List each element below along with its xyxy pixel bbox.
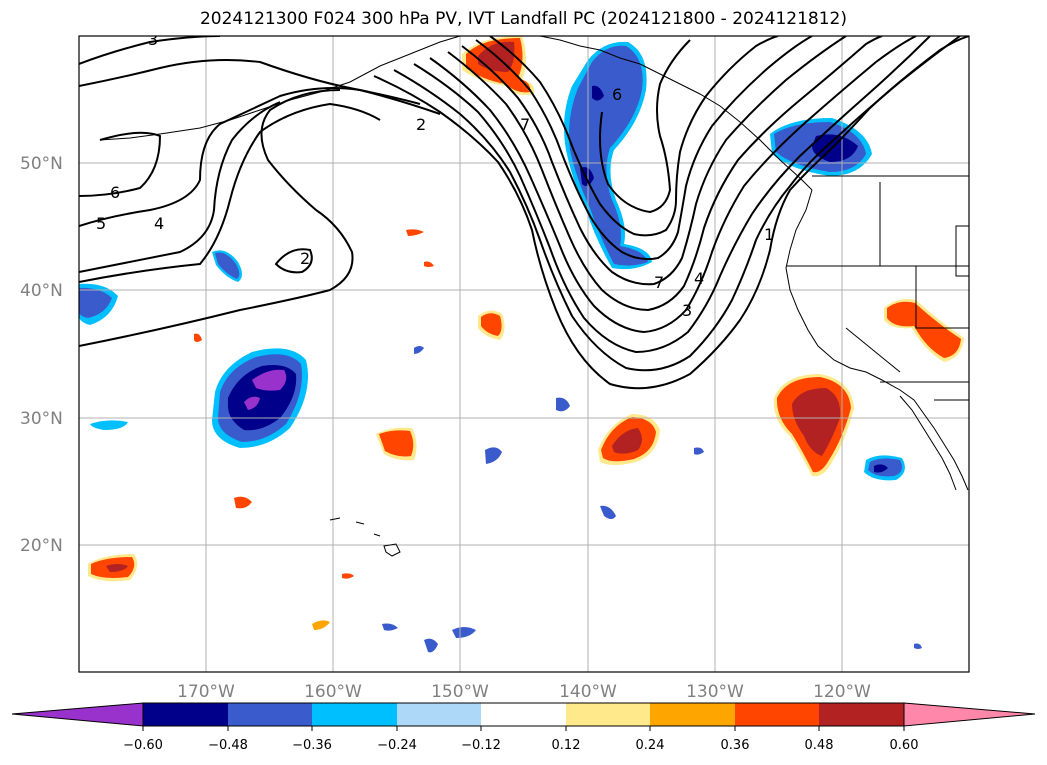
positive-anomaly-blob — [312, 620, 330, 630]
colorbar-segment — [481, 703, 566, 726]
colorbar-segment — [819, 703, 904, 726]
negative-anomaly-blob — [914, 643, 922, 649]
positive-anomaly-blob — [481, 313, 502, 336]
colorbar-frame — [142, 702, 905, 727]
colorbar-tick-label: −0.24 — [377, 738, 417, 753]
positive-anomaly-blob — [612, 428, 642, 454]
negative-anomaly-blob — [556, 397, 570, 412]
contour-label: 2 — [300, 249, 310, 268]
colorbar-tick-label: 0.48 — [805, 738, 834, 753]
colorbar-tick-label: 0.36 — [721, 738, 750, 753]
contour-label: 1 — [764, 225, 774, 244]
positive-anomaly-blob — [887, 301, 961, 358]
coastlines — [99, 36, 969, 557]
lon-label: 160°W — [304, 682, 362, 702]
negative-anomaly-blob — [874, 464, 888, 473]
lon-label: 130°W — [686, 682, 744, 702]
positive-anomaly-blob — [342, 573, 354, 579]
negative-anomaly-blob — [600, 505, 616, 519]
colorbar-segment — [566, 703, 650, 726]
lat-label: 20°N — [20, 536, 63, 556]
contour-label: 3 — [148, 30, 158, 49]
colorbar-ticks — [142, 726, 905, 731]
colorbar-tick-label: −0.60 — [123, 738, 163, 753]
colorbar-segment — [735, 703, 819, 726]
contour-label: 2 — [416, 115, 426, 134]
colorbar-tick-label: 0.24 — [636, 738, 665, 753]
negative-anomaly-blob — [694, 447, 704, 455]
figure-title: 2024121300 F024 300 hPa PV, IVT Landfall… — [199, 9, 847, 29]
negative-anomaly-blob — [485, 447, 502, 464]
positive-anomaly-blob — [792, 388, 841, 456]
colorbar-tick-label: −0.48 — [208, 738, 248, 753]
colorbar-tick-label: −0.12 — [461, 738, 501, 753]
negative-anomaly-blob — [382, 623, 398, 631]
negative-anomaly-blob — [424, 638, 438, 653]
colorbar-segment — [143, 703, 228, 726]
contour-labels: 3 6 5 4 2 2 7 6 7 4 3 1 — [96, 30, 774, 320]
positive-anomaly-blob — [379, 430, 414, 457]
latitude-labels: 50°N 40°N 30°N 20°N — [20, 154, 63, 556]
lat-label: 40°N — [20, 281, 63, 301]
colorbar-segment — [650, 703, 735, 726]
colorbar-extend-left — [11, 702, 144, 727]
positive-anomaly-blob — [106, 564, 128, 572]
contour-label: 6 — [110, 183, 120, 202]
lon-label: 170°W — [177, 682, 235, 702]
negative-anomaly-blob — [90, 420, 128, 430]
contour-label: 4 — [154, 214, 164, 233]
contour-label: 7 — [520, 115, 530, 134]
lat-label: 50°N — [20, 154, 63, 174]
map-frame — [78, 35, 970, 673]
lat-label: 30°N — [20, 409, 63, 429]
map-area: 3 6 5 4 2 2 7 6 7 4 3 1 — [79, 30, 969, 672]
colorbar-segment — [397, 703, 481, 726]
positive-anomaly-blob — [234, 496, 252, 509]
colorbar-segment — [312, 703, 397, 726]
negative-anomaly-blob — [244, 396, 260, 410]
colorbar-segment — [228, 703, 312, 726]
contour-label: 4 — [694, 269, 704, 288]
negative-anomaly-blob — [592, 85, 604, 101]
contour-label: 3 — [682, 301, 692, 320]
longitude-labels: 170°W 160°W 150°W 140°W 130°W 120°W — [177, 682, 871, 702]
colorbar-tick-label: 0.60 — [890, 738, 919, 753]
negative-anomaly-blob — [79, 287, 112, 318]
positive-anomaly-blob — [424, 261, 434, 267]
negative-anomaly-blob — [252, 369, 287, 391]
negative-anomaly-blob — [414, 346, 424, 354]
colorbar: −0.60 −0.48 −0.36 −0.24 −0.12 0.12 0.24 … — [11, 702, 1036, 753]
colorbar-extend-right — [903, 702, 1036, 727]
negative-anomaly-blob — [215, 252, 240, 279]
negative-anomaly-blob — [452, 627, 476, 638]
colorbar-tick-label: 0.12 — [552, 738, 581, 753]
lon-label: 120°W — [813, 682, 871, 702]
pv-contours — [79, 36, 969, 390]
contour-label: 7 — [654, 273, 664, 292]
contour-label: 5 — [96, 214, 106, 233]
positive-anomaly-blob — [194, 333, 202, 342]
lon-label: 150°W — [431, 682, 489, 702]
colorbar-tick-label: −0.36 — [292, 738, 332, 753]
positive-anomaly-blob — [406, 229, 424, 236]
negative-anomaly-blob — [569, 45, 648, 266]
contour-label: 6 — [612, 85, 622, 104]
lon-label: 140°W — [559, 682, 617, 702]
